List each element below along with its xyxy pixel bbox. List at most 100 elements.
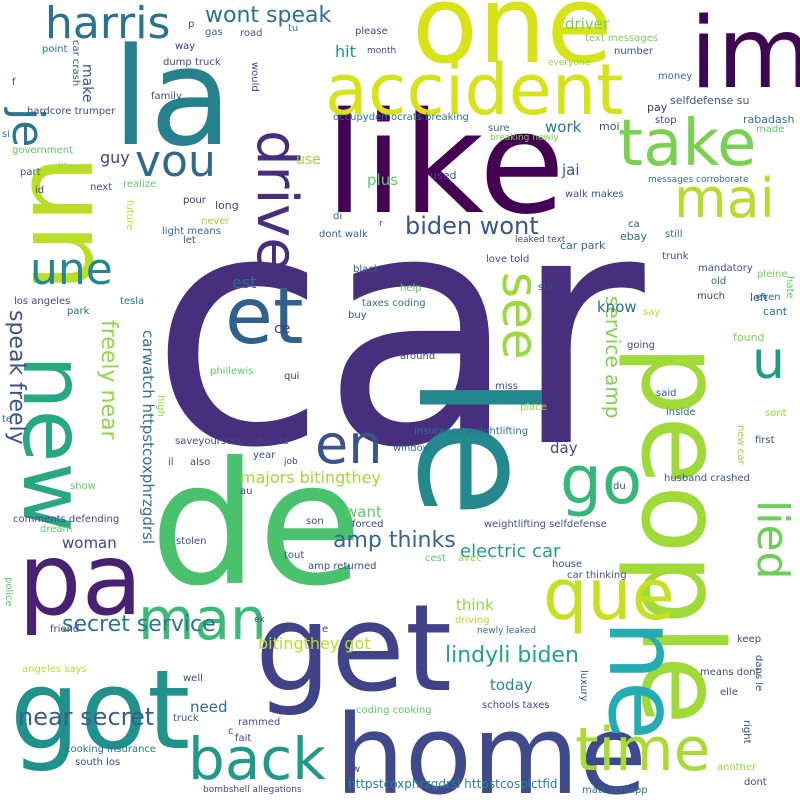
word: r bbox=[379, 219, 383, 229]
word: rammed bbox=[238, 717, 281, 728]
word: ex bbox=[254, 615, 265, 625]
word: place bbox=[520, 402, 547, 413]
word: inside bbox=[666, 407, 696, 418]
word: angeles says bbox=[22, 664, 87, 675]
word: going bbox=[627, 340, 655, 351]
word: miss bbox=[495, 381, 518, 392]
word: road bbox=[240, 28, 263, 39]
word: also bbox=[190, 457, 211, 468]
word: take bbox=[618, 107, 757, 181]
word: comments defending bbox=[13, 514, 120, 525]
word: pay bbox=[647, 101, 668, 114]
word: never bbox=[201, 216, 230, 227]
word: year bbox=[253, 450, 276, 461]
word: need bbox=[190, 698, 228, 716]
word: left bbox=[750, 291, 768, 304]
word: lindyli biden bbox=[445, 643, 579, 668]
word: friend bbox=[50, 624, 80, 635]
word: coding cooking bbox=[356, 705, 432, 716]
word: live bbox=[678, 354, 696, 365]
word: de bbox=[150, 426, 363, 624]
word: drive bbox=[244, 130, 309, 272]
word: est bbox=[232, 273, 257, 292]
word: wont speak bbox=[205, 3, 332, 28]
word: job bbox=[284, 457, 298, 467]
word: home bbox=[335, 691, 647, 800]
word: today bbox=[490, 676, 533, 694]
word: electric car bbox=[460, 541, 561, 562]
word: f bbox=[12, 77, 16, 88]
word: trunk bbox=[662, 251, 689, 262]
word: breaking newly bbox=[490, 133, 559, 143]
word: plus bbox=[367, 171, 399, 189]
word: speak freely bbox=[4, 310, 29, 445]
word: selfdefense su bbox=[670, 94, 750, 107]
word: new car bbox=[735, 425, 746, 465]
word: du bbox=[613, 481, 626, 492]
word: part bbox=[20, 167, 41, 178]
word: amp returned bbox=[308, 561, 377, 572]
word: help bbox=[400, 283, 422, 294]
word: gas bbox=[205, 27, 223, 38]
word: vou bbox=[135, 136, 216, 187]
word: bitingthey got bbox=[258, 634, 371, 653]
word: sure bbox=[488, 123, 510, 134]
word: old bbox=[711, 276, 727, 287]
word: un bbox=[7, 155, 132, 292]
word: te bbox=[2, 414, 13, 425]
word: know bbox=[597, 298, 637, 316]
word: insurance weightlifting bbox=[414, 426, 529, 437]
word: south los bbox=[75, 757, 121, 768]
word: car crash bbox=[70, 40, 81, 87]
word: said bbox=[656, 388, 677, 399]
word: ca r bbox=[150, 143, 645, 518]
word: im bbox=[690, 0, 800, 111]
word: service amp bbox=[601, 296, 625, 419]
word: money bbox=[658, 71, 693, 82]
word: en bbox=[315, 413, 383, 476]
word: driving bbox=[455, 615, 490, 626]
word: life bbox=[58, 162, 74, 173]
word: used bbox=[430, 169, 457, 182]
word: found bbox=[733, 331, 765, 344]
word: cooking insurance bbox=[65, 744, 157, 755]
word: around bbox=[400, 351, 436, 362]
word: time bbox=[575, 715, 711, 785]
word: even bbox=[756, 292, 781, 303]
word: car park bbox=[560, 239, 606, 252]
word: first bbox=[755, 435, 775, 446]
word: ce bbox=[274, 321, 291, 337]
word: qui bbox=[284, 371, 300, 382]
word: p bbox=[188, 19, 195, 30]
word: car thinking bbox=[567, 570, 627, 581]
word: dont walk bbox=[319, 229, 368, 240]
word: au bbox=[240, 486, 253, 497]
word: dream bbox=[40, 524, 73, 535]
word: government bbox=[12, 145, 73, 156]
word: month bbox=[367, 46, 397, 56]
word: occupydemocrats breaking bbox=[333, 112, 469, 123]
word: realize bbox=[123, 179, 157, 190]
word: une bbox=[30, 244, 113, 295]
word: los angeles bbox=[14, 296, 71, 307]
word: id bbox=[35, 185, 45, 196]
word: point bbox=[42, 44, 68, 55]
word: park bbox=[67, 306, 90, 317]
word: freely near bbox=[96, 320, 121, 440]
word: weightlifting selfdefense bbox=[484, 519, 607, 530]
word: c bbox=[228, 726, 234, 737]
word: like bbox=[325, 83, 566, 246]
word: means dont bbox=[700, 667, 760, 678]
word: much bbox=[697, 291, 725, 302]
word: secret service bbox=[62, 612, 216, 637]
word: schools taxes bbox=[482, 700, 550, 711]
word: lied bbox=[747, 500, 798, 580]
word: near secret bbox=[18, 703, 155, 731]
word: sont bbox=[765, 408, 787, 419]
word: high bbox=[155, 395, 166, 417]
word: majors bitingthey bbox=[240, 468, 381, 487]
word: would bbox=[249, 62, 260, 92]
word: dont bbox=[744, 777, 767, 788]
word: got bbox=[10, 646, 191, 774]
